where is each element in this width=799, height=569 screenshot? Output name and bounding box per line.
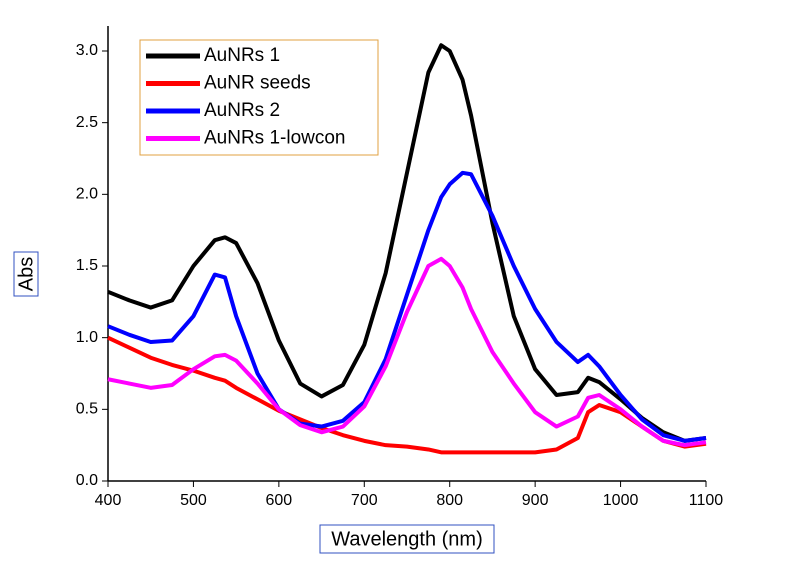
x-tick-label: 900 bbox=[522, 492, 549, 509]
y-tick-label: 3.0 bbox=[76, 42, 98, 59]
series-line bbox=[107, 170, 707, 443]
y-label-box bbox=[13, 251, 39, 297]
x-tick-label: 1000 bbox=[603, 492, 639, 509]
y-tick-label: 1.0 bbox=[76, 329, 98, 346]
series-line bbox=[107, 335, 707, 455]
legend-label: AuNRs 1 bbox=[204, 45, 280, 66]
x-axis-label: Wavelength (nm) bbox=[331, 528, 483, 550]
y-tick-label: 1.5 bbox=[76, 257, 98, 274]
legend-box bbox=[139, 39, 379, 156]
x-tick-label: 400 bbox=[95, 492, 122, 509]
y-tick-label: 2.5 bbox=[76, 114, 98, 131]
legend-label: AuNRs 1-lowcon bbox=[204, 128, 346, 149]
legend-label: AuNRs 2 bbox=[204, 100, 280, 121]
x-tick-label: 700 bbox=[351, 492, 378, 509]
legend-label: AuNR seeds bbox=[204, 73, 311, 94]
series-line bbox=[107, 43, 707, 443]
x-tick-label: 500 bbox=[180, 492, 207, 509]
y-tick-label: 2.0 bbox=[76, 186, 98, 203]
y-axis-label: Abs bbox=[15, 257, 37, 291]
x-tick-label: 600 bbox=[266, 492, 293, 509]
y-tick-label: 0.0 bbox=[76, 472, 98, 489]
series-line bbox=[107, 256, 707, 448]
x-label-box bbox=[319, 524, 495, 554]
x-tick-label: 1100 bbox=[689, 492, 724, 509]
y-tick-label: 0.5 bbox=[76, 401, 98, 418]
x-tick-label: 800 bbox=[436, 492, 463, 509]
